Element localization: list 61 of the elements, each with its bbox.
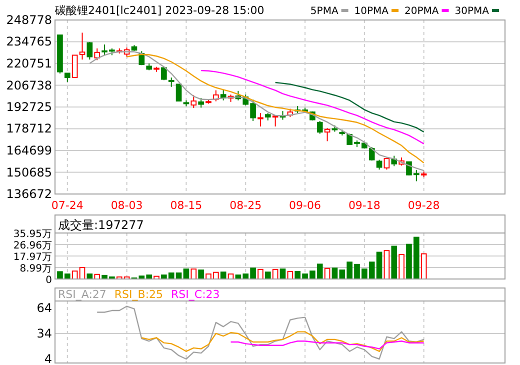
y-tick-label: 220751	[6, 56, 52, 70]
y-tick-label: 206738	[6, 78, 52, 92]
text: RSI_C:23	[171, 288, 220, 301]
candlestick	[86, 42, 93, 60]
legend-label: 30PMA	[454, 6, 490, 17]
y-tick-label: 17.97万	[13, 252, 52, 264]
legend-label: 20PMA	[404, 6, 439, 17]
x-tick-label: 08-15	[170, 199, 202, 212]
y-tick-label: 136672	[6, 187, 52, 201]
bar	[198, 270, 204, 280]
line-series	[126, 54, 424, 164]
x-tick-label: 08-03	[110, 199, 143, 212]
candlestick	[324, 128, 330, 142]
y-tick-label: 150685	[6, 165, 52, 180]
y-tick-label: 234765	[6, 34, 52, 49]
bar	[391, 246, 398, 280]
candlestick	[79, 32, 86, 60]
candlestick	[391, 155, 398, 167]
y-tick-label: 26.96万	[13, 240, 52, 252]
bar	[258, 268, 264, 280]
x-tick-label: 09-28	[408, 199, 440, 212]
y-tick-label: 248778	[6, 13, 52, 27]
candlestick	[94, 48, 100, 61]
candlestick	[72, 54, 78, 78]
y-tick-label: 8.99万	[20, 263, 52, 274]
bar	[420, 253, 427, 280]
bar	[398, 254, 404, 280]
legend-label: 5PMA	[310, 6, 338, 17]
candlestick	[176, 84, 182, 102]
legend-label: 10PMA	[354, 6, 389, 17]
candlestick	[198, 98, 204, 108]
y-tick-label: 4	[44, 352, 52, 365]
candlestick	[376, 159, 382, 170]
bar	[384, 250, 390, 280]
line-series	[200, 70, 424, 144]
y-tick-label: 35.95万	[13, 229, 52, 240]
y-tick-label: 192725	[6, 100, 52, 114]
y-tick-label: 164699	[6, 144, 52, 158]
y-tick-label: 34	[36, 326, 52, 340]
chart-title: 碳酸锂2401[lc2401] 2023-09-28 15:00	[54, 4, 264, 17]
line-series	[141, 331, 424, 352]
bar	[190, 268, 197, 280]
candlestick	[316, 120, 323, 134]
y-tick-label: 178712	[6, 122, 52, 136]
y-tick-label: 64	[36, 300, 52, 315]
x-tick-label: 09-18	[348, 199, 380, 212]
candlestick	[258, 112, 264, 127]
x-tick-label: 07-24	[51, 199, 84, 212]
series-label: RSI_A:27	[58, 288, 106, 301]
candlestick	[190, 94, 197, 108]
bar	[264, 272, 271, 280]
candlestick	[168, 77, 174, 88]
line-series	[96, 306, 424, 360]
bar	[220, 272, 226, 280]
line-series	[230, 340, 424, 350]
text: RSI_B:25	[114, 288, 164, 301]
line-series	[274, 82, 424, 133]
x-tick-label: 09-06	[289, 199, 322, 212]
chart-title: 成交量:197277	[58, 218, 144, 232]
y-tick-label: 0	[46, 275, 52, 286]
x-tick-label: 08-25	[230, 199, 262, 212]
